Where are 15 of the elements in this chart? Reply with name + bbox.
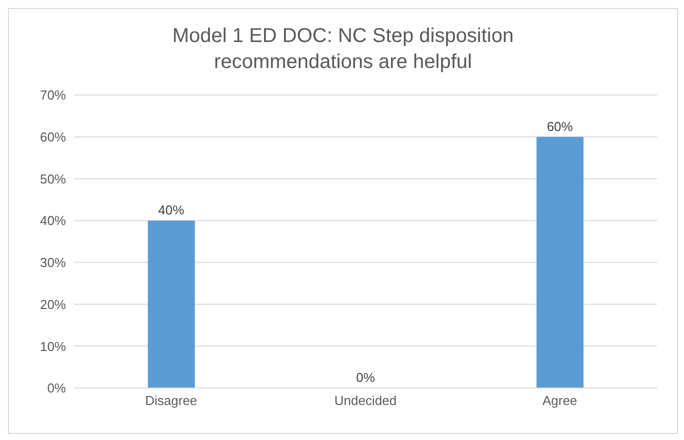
- y-tick-label: 10%: [40, 338, 66, 354]
- chart-title: Model 1 ED DOC: NC Step disposition recommendations are helpful: [171, 24, 515, 75]
- y-tick-label: 50%: [40, 171, 66, 186]
- y-tick-label: 60%: [40, 129, 66, 144]
- data-label: 60%: [546, 118, 574, 134]
- data-label: 40%: [158, 202, 185, 218]
- x-tick-label: Disagree: [145, 393, 198, 408]
- data-label: 0%: [356, 370, 376, 385]
- x-tick-label: Agree: [542, 393, 578, 408]
- y-tick-label: 40%: [40, 213, 66, 228]
- y-tick-label: 70%: [40, 88, 66, 103]
- y-tick-label: 0%: [47, 380, 66, 396]
- x-tick-label: Undecided: [334, 393, 397, 408]
- y-tick-label: 20%: [40, 296, 66, 312]
- y-tick-label: 30%: [40, 255, 66, 270]
